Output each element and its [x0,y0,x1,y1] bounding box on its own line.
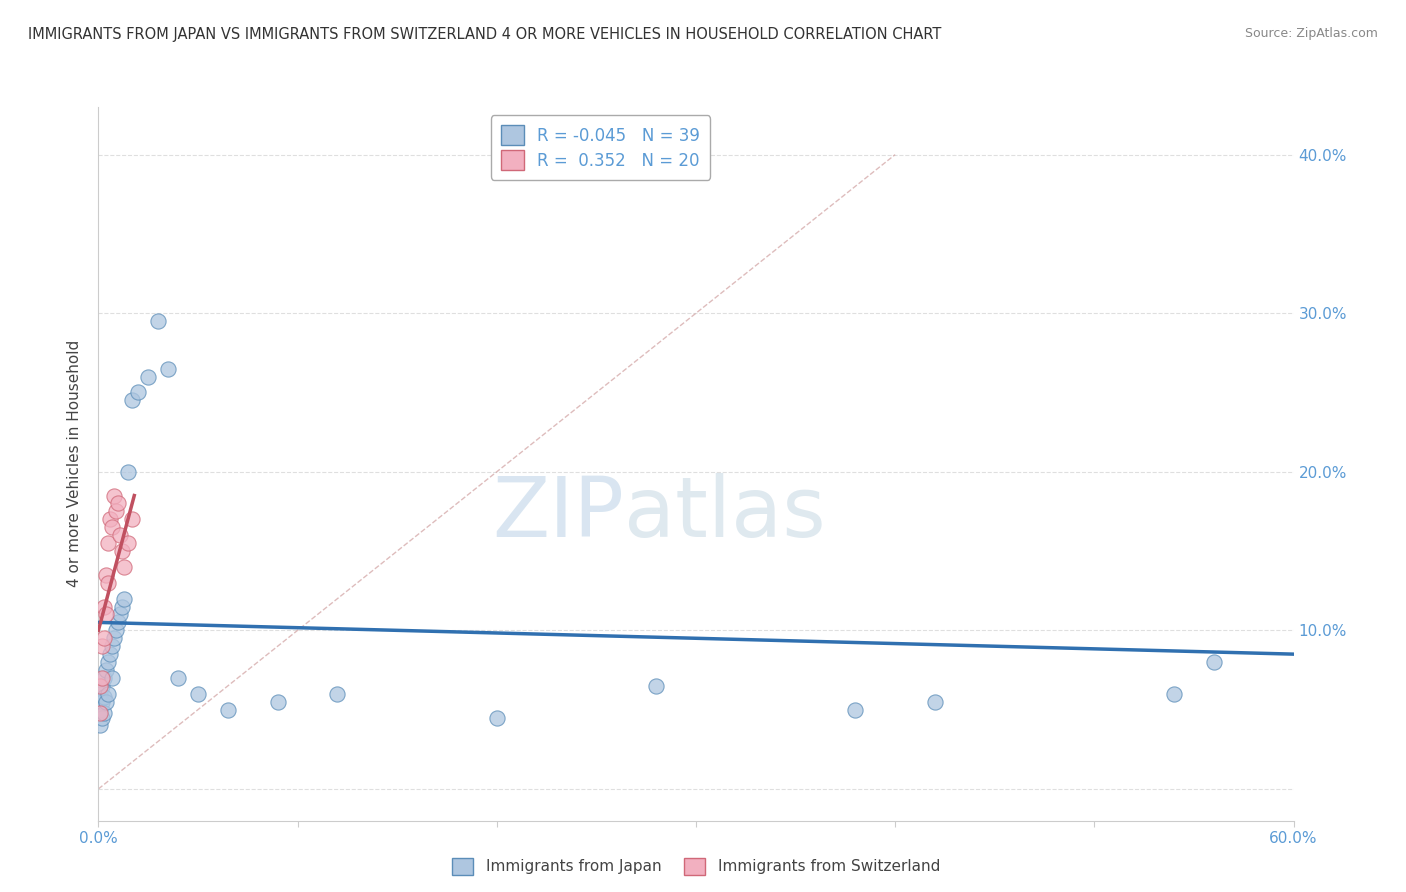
Point [127,385,149,400]
Point [924,695,946,709]
Point [110,528,132,542]
Point [91,695,114,709]
Point [121,512,143,526]
Point [107,496,129,510]
Point [117,536,139,550]
Point [187,687,209,701]
Point [121,393,143,408]
Point [101,671,124,685]
Text: atlas: atlas [624,474,825,554]
Point [89,687,111,701]
Point [91,710,114,724]
Point [93,599,115,614]
Point [105,504,128,518]
Point [93,690,115,704]
Point [96,695,118,709]
Point [97,687,120,701]
Point [267,695,290,709]
Text: Source: ZipAtlas.com: Source: ZipAtlas.com [1244,27,1378,40]
Point [148,314,170,328]
Point [89,703,111,717]
Point [101,520,124,534]
Point [103,632,125,646]
Point [93,706,115,720]
Point [89,706,111,720]
Point [93,632,115,646]
Point [89,679,111,693]
Text: IMMIGRANTS FROM JAPAN VS IMMIGRANTS FROM SWITZERLAND 4 OR MORE VEHICLES IN HOUSE: IMMIGRANTS FROM JAPAN VS IMMIGRANTS FROM… [28,27,942,42]
Point [91,639,114,653]
Point [105,624,128,638]
Point [157,361,180,376]
Point [167,671,190,685]
Point [96,663,118,677]
Point [485,710,508,724]
Point [110,607,132,622]
Point [89,718,111,732]
Point [91,671,114,685]
Point [100,512,122,526]
Point [100,647,122,661]
Point [326,687,349,701]
Point [117,465,139,479]
Point [1202,655,1225,669]
Point [96,567,118,582]
Point [97,575,120,590]
Point [91,679,114,693]
Point [136,369,159,384]
Point [101,639,124,653]
Point [217,703,239,717]
Point [645,679,668,693]
Point [111,544,134,558]
Point [97,655,120,669]
Point [96,607,118,622]
Point [112,560,135,574]
Point [97,536,120,550]
Point [111,599,134,614]
Point [93,671,115,685]
Legend: Immigrants from Japan, Immigrants from Switzerland: Immigrants from Japan, Immigrants from S… [443,848,949,884]
Point [103,489,125,503]
Point [107,615,129,630]
Y-axis label: 4 or more Vehicles in Household: 4 or more Vehicles in Household [67,340,83,588]
Point [1163,687,1185,701]
Text: ZIP: ZIP [492,474,624,554]
Point [112,591,135,606]
Point [844,703,866,717]
